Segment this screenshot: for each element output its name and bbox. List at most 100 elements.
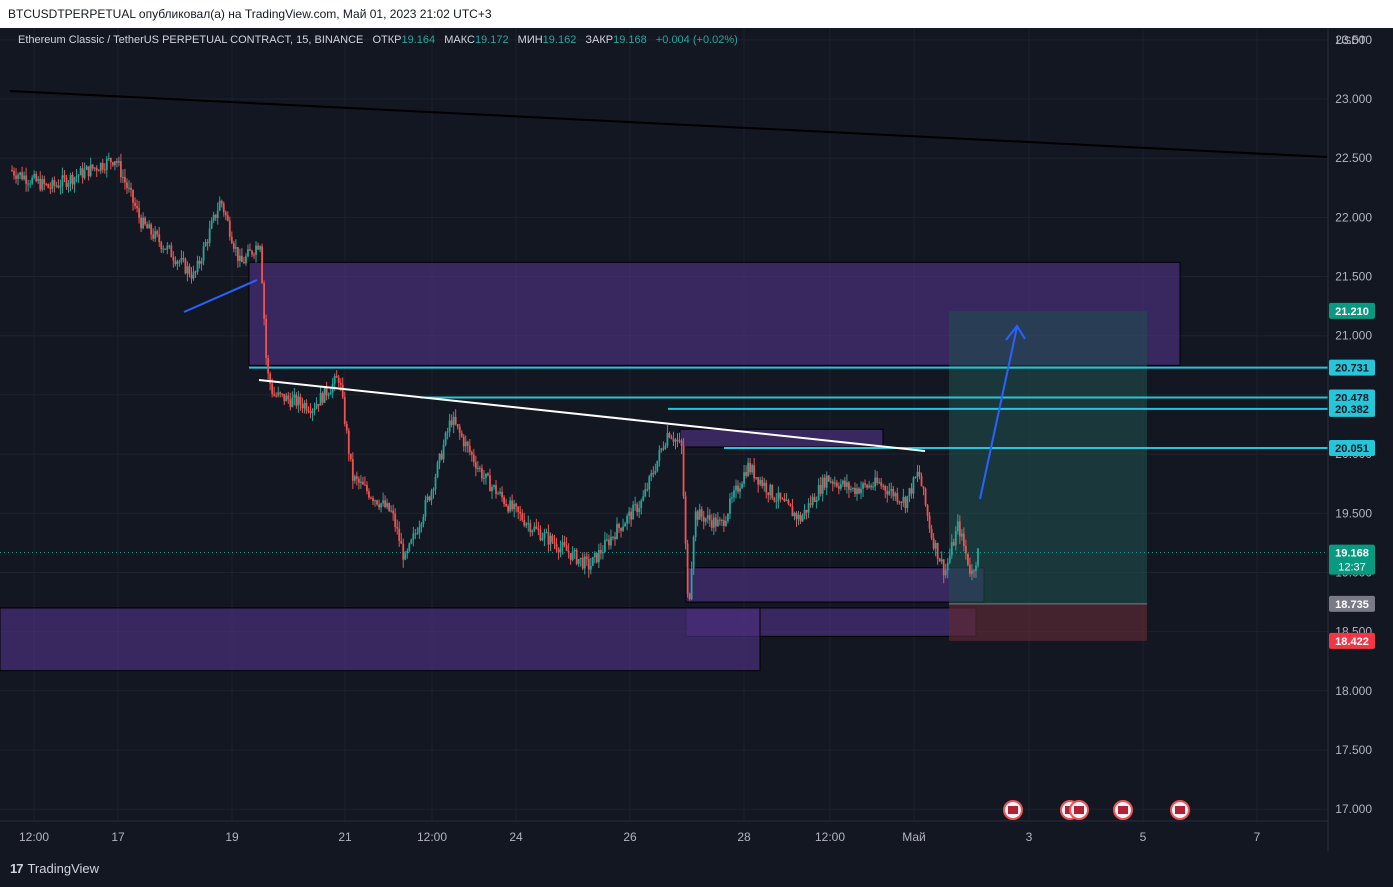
candle-body [216, 210, 219, 218]
tradingview-logo[interactable]: 17 TradingView [10, 861, 99, 876]
candle-body [404, 553, 407, 560]
chart-area[interactable]: 23.50023.00022.50022.00021.50021.00020.5… [0, 28, 1393, 851]
candle-body [622, 526, 624, 531]
change-value: +0.004 (+0.02%) [655, 34, 738, 46]
candle-body [51, 180, 54, 189]
candle-body [164, 248, 167, 250]
candle-body [813, 496, 816, 502]
candle-body [462, 436, 465, 447]
candle-body [862, 483, 864, 489]
candle-body [819, 485, 822, 494]
candle-body [339, 383, 342, 385]
candle-body [932, 538, 935, 549]
candle-body [454, 416, 457, 425]
candle-body [182, 257, 185, 260]
candle-body [79, 168, 82, 176]
candle-body [831, 481, 834, 484]
candle-body [410, 539, 413, 544]
candle-body [107, 158, 110, 160]
candle-body [902, 496, 905, 503]
candle-body [65, 177, 68, 187]
candle-body [208, 228, 211, 243]
candle-body [745, 472, 747, 476]
candle-body [924, 488, 927, 506]
candle-body [918, 471, 921, 476]
candle-body [497, 493, 499, 495]
candle-body [612, 536, 614, 538]
candle-body [505, 503, 507, 506]
candle-body [700, 509, 703, 517]
candle-body [825, 475, 828, 488]
candle-body [228, 220, 231, 237]
candle-body [478, 467, 481, 469]
candle-body [956, 521, 959, 532]
close-value: 19.168 [613, 34, 647, 46]
candle-body [850, 488, 852, 490]
candle-body [196, 260, 199, 272]
candle-body [464, 441, 467, 447]
candle-body [686, 543, 689, 594]
y-tick-label: 22.500 [1335, 151, 1372, 165]
candle-body [424, 500, 427, 517]
candle-body [474, 462, 477, 469]
candle-body [480, 468, 483, 479]
candle-body [593, 553, 596, 558]
candle-body [599, 550, 602, 554]
candle-body [289, 399, 292, 407]
candle-body [255, 245, 257, 255]
candle-body [184, 259, 187, 274]
price-axis-label [1329, 440, 1375, 457]
candle-body [75, 176, 78, 178]
candle-body [777, 492, 780, 501]
candle-body [493, 485, 495, 488]
candle-body [676, 439, 679, 442]
candle-body [841, 480, 844, 485]
candle-body [785, 500, 788, 502]
candle-body [126, 182, 128, 189]
candle-body [674, 439, 677, 442]
candle-body [944, 570, 947, 576]
candle-body [224, 212, 227, 216]
candle-body [967, 553, 969, 565]
candle-body [287, 395, 290, 400]
candle-body [438, 453, 441, 463]
candle-body [364, 484, 366, 486]
candle-body [61, 175, 64, 187]
candle-body [362, 481, 364, 485]
candle-body [507, 505, 510, 512]
candle-body [636, 504, 639, 513]
candle-body [432, 489, 435, 491]
candle-body [765, 482, 768, 493]
x-tick-label: 19 [225, 830, 239, 844]
candle-body [747, 462, 749, 476]
candle-body [618, 523, 620, 528]
candle-body [400, 540, 403, 544]
candle-body [948, 555, 951, 563]
price-axis-label-value: 18.422 [1335, 636, 1369, 648]
candle-body [499, 491, 501, 494]
candle-body [319, 392, 322, 406]
candle-body [892, 489, 895, 497]
candle-body [55, 185, 58, 187]
candle-body [769, 484, 772, 496]
candle-body [39, 178, 42, 190]
candle-body [906, 496, 909, 509]
candle-body [706, 515, 709, 519]
candle-body [525, 523, 528, 526]
candle-body [113, 161, 116, 166]
candle-body [232, 243, 235, 249]
candle-body [249, 249, 251, 251]
candle-body [910, 488, 913, 494]
candle-body [749, 462, 752, 473]
candle-body [654, 471, 657, 474]
price-chart[interactable]: 23.50023.00022.50022.00021.50021.00020.5… [0, 28, 1393, 851]
candle-body [450, 420, 453, 426]
candle-body [680, 440, 683, 446]
price-axis-label-value: 20.382 [1335, 404, 1369, 416]
candle-body [21, 172, 23, 180]
candle-body [376, 500, 378, 505]
candle-body [166, 245, 169, 250]
candle-body [370, 497, 372, 499]
candle-body [33, 174, 36, 178]
candle-body [874, 477, 877, 487]
